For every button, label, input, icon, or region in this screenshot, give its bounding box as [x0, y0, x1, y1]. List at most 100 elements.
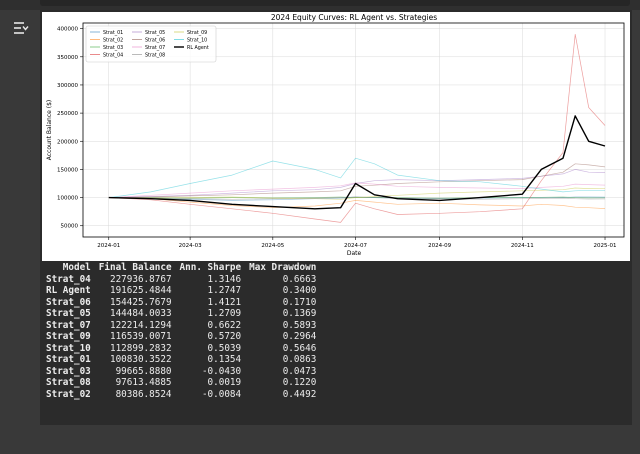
cell-max-drawdown: 0.1220: [282, 377, 317, 388]
cell-model: Strat_05: [46, 308, 91, 319]
x-tick-label: 2024-07: [344, 243, 367, 249]
cell-final-balance: 100830.3522: [109, 354, 172, 365]
cell-sharpe: 0.5039: [207, 342, 242, 354]
header-model: Model: [62, 262, 91, 273]
y-tick-label: 150000: [57, 167, 78, 173]
x-axis-label: Date: [347, 250, 362, 257]
cell-max-drawdown: 0.6663: [282, 273, 317, 285]
legend-label: Strat_04: [103, 52, 123, 58]
legend-label: Strat_07: [145, 45, 165, 51]
series-line-strat_08: [108, 196, 606, 200]
header-sharpe: Ann. Sharpe: [179, 262, 242, 273]
cell-model: Strat_10: [46, 342, 91, 354]
chart-title: 2024 Equity Curves: RL Agent vs. Strateg…: [271, 13, 437, 22]
cell-model: Strat_03: [46, 365, 91, 377]
cell-max-drawdown: 0.5646: [282, 342, 317, 354]
table-row: Strat_05 144484.0033 1.2709 0.1369: [42, 308, 320, 320]
output-toggle-icon: [14, 22, 29, 34]
table-row: Strat_02 80386.8524 -0.0084 0.4492: [42, 389, 320, 401]
equity-chart-figure: 2024 Equity Curves: RL Agent vs. Strateg…: [42, 12, 630, 261]
cell-sharpe: 1.2709: [207, 308, 242, 319]
x-tick-label: 2025-01: [594, 243, 617, 249]
header-max-drawdown: Max Drawdown: [249, 262, 317, 273]
legend-label: Strat_08: [145, 52, 165, 58]
legend-label: Strat_05: [145, 30, 165, 36]
cell-sharpe: 1.2747: [207, 285, 242, 296]
cell-sharpe: 1.4121: [207, 296, 242, 308]
cell-final-balance: 97613.4885: [115, 377, 172, 388]
legend-label: Strat_10: [187, 37, 207, 43]
cell-sharpe: 0.5720: [207, 331, 242, 342]
series-line-strat_07: [108, 182, 606, 198]
y-tick-label: 400000: [57, 27, 78, 33]
cell-max-drawdown: 0.1710: [282, 296, 317, 308]
cell-final-balance: 154425.7679: [109, 296, 172, 308]
x-tick-label: 2024-05: [261, 243, 284, 249]
cell-final-balance: 99665.8880: [115, 365, 172, 377]
cell-model: Strat_02: [46, 388, 91, 400]
series-line-strat_01: [108, 196, 606, 201]
x-tick-label: 2024-09: [428, 243, 451, 249]
top-bar: [0, 0, 640, 10]
table-row: Strat_04 227936.8767 1.3146 0.6663: [42, 274, 320, 286]
series-line-strat_09: [108, 187, 606, 200]
cell-sharpe: -0.0430: [201, 365, 242, 377]
cell-sharpe: 0.6622: [207, 319, 242, 331]
header-final-balance: Final Balance: [98, 262, 172, 273]
cell-sharpe: 0.0019: [207, 377, 242, 388]
y-tick-label: 50000: [61, 224, 79, 230]
bottom-strip: [0, 425, 640, 454]
x-tick-label: 2024-11: [511, 243, 534, 249]
cell-max-drawdown: 0.0863: [282, 354, 317, 365]
series-line-strat_10: [108, 157, 605, 198]
legend-label: Strat_06: [145, 37, 165, 43]
legend-label: Strat_09: [187, 30, 207, 36]
cell-sharpe: 0.1354: [207, 354, 242, 365]
y-tick-label: 300000: [57, 83, 78, 89]
y-tick-label: 200000: [57, 139, 78, 145]
table-row: Strat_03 99665.8880 -0.0430 0.0473: [42, 366, 320, 378]
table-row: Strat_07 122214.1294 0.6622 0.5893: [42, 320, 320, 332]
cell-top-edge: [40, 0, 630, 6]
cell-model: Strat_08: [46, 377, 91, 388]
table-header-row: Model Final Balance Ann. Sharpe Max Draw…: [42, 262, 320, 274]
cell-final-balance: 116539.0071: [109, 331, 172, 342]
y-axis-label: Account Balance ($): [46, 100, 53, 160]
cell-model: RL Agent: [46, 285, 91, 296]
cell-final-balance: 191625.4844: [109, 285, 172, 296]
cell-max-drawdown: 0.3400: [282, 285, 317, 296]
table-row: Strat_10 112899.2832 0.5039 0.5646: [42, 343, 320, 355]
cell-model: Strat_01: [46, 354, 91, 365]
results-table-wrap: Model Final Balance Ann. Sharpe Max Draw…: [42, 262, 402, 400]
y-tick-label: 350000: [57, 55, 78, 61]
cell-final-balance: 122214.1294: [109, 319, 172, 331]
cell-model: Strat_09: [46, 331, 91, 342]
table-row: Strat_09 116539.0071 0.5720 0.2964: [42, 331, 320, 343]
table-row: RL Agent 191625.4844 1.2747 0.3400: [42, 285, 320, 297]
cell-final-balance: 112899.2832: [109, 342, 172, 354]
output-toggle-button[interactable]: [11, 19, 31, 37]
cell-model: Strat_06: [46, 296, 91, 308]
legend-label: Strat_01: [103, 30, 123, 36]
table-row: Strat_01 100830.3522 0.1354 0.0863: [42, 354, 320, 366]
series-line-strat_05: [108, 169, 606, 198]
series-line-rl-agent: [108, 115, 606, 210]
cell-sharpe: 1.3146: [207, 273, 242, 285]
y-tick-label: 250000: [57, 111, 78, 117]
cell-gutter: [0, 10, 40, 454]
cell-model: Strat_04: [46, 273, 91, 285]
equity-chart: 2024 Equity Curves: RL Agent vs. Strateg…: [46, 13, 625, 257]
x-tick-label: 2024-03: [179, 243, 202, 249]
results-table: Model Final Balance Ann. Sharpe Max Draw…: [42, 262, 320, 400]
series-line-strat_02: [108, 197, 606, 209]
cell-max-drawdown: 0.5893: [282, 319, 317, 331]
y-tick-label: 100000: [57, 196, 78, 202]
legend-label: RL Agent: [187, 45, 209, 51]
cell-final-balance: 144484.0033: [109, 308, 172, 319]
cell-sharpe: -0.0084: [201, 388, 242, 400]
cell-final-balance: 80386.8524: [115, 388, 172, 400]
legend-label: Strat_02: [103, 37, 123, 43]
cell-max-drawdown: 0.0473: [282, 365, 317, 377]
cell-model: Strat_07: [46, 319, 91, 331]
